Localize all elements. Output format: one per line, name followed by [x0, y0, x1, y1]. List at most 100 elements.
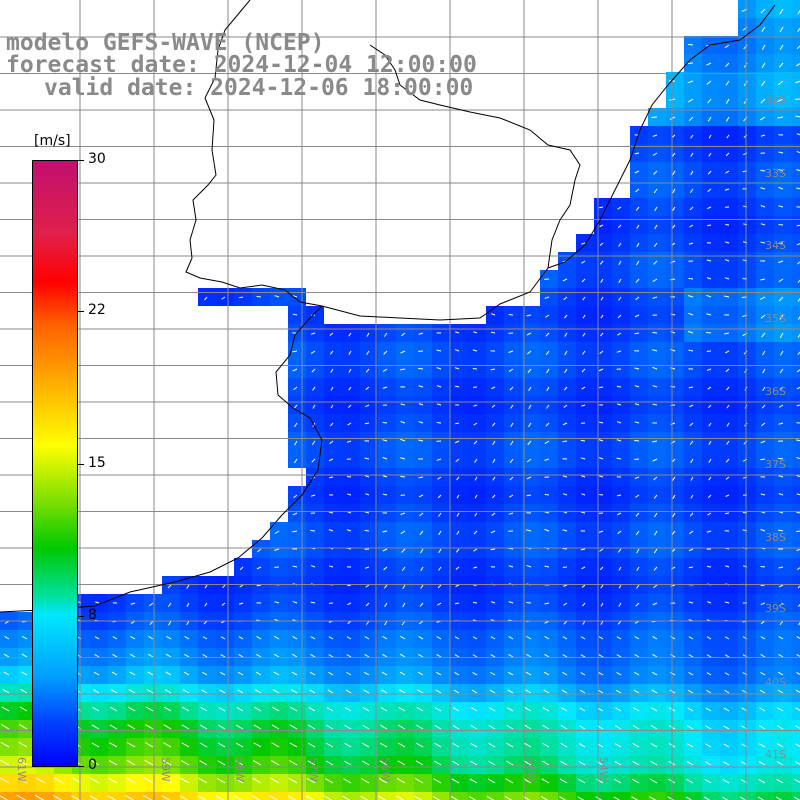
wind-arrow	[418, 439, 424, 442]
wind-arrow	[690, 476, 694, 481]
wind-arrow	[256, 635, 262, 640]
wind-arrow	[168, 620, 172, 626]
wind-arrow	[652, 458, 658, 462]
wind-arrow	[688, 386, 694, 389]
wind-arrow	[598, 439, 604, 442]
wind-arrow	[761, 422, 766, 427]
wind-arrow	[234, 777, 244, 784]
wind-arrow	[796, 671, 800, 676]
wind-cell	[792, 486, 800, 504]
wind-arrow	[614, 725, 622, 730]
wind-arrow	[233, 795, 243, 800]
wind-arrow	[289, 724, 298, 730]
wind-arrow	[418, 385, 424, 388]
wind-arrow	[344, 724, 352, 730]
wind-arrow	[505, 778, 514, 784]
wind-cell	[648, 792, 666, 800]
wind-arrow	[293, 494, 298, 499]
wind-arrow	[294, 440, 298, 446]
wind-arrow	[705, 707, 712, 712]
wind-arrow	[634, 476, 640, 479]
wind-arrow	[689, 422, 694, 427]
wind-arrow	[632, 707, 640, 712]
wind-arrow	[634, 170, 640, 174]
wind-arrow	[546, 404, 550, 409]
wind-arrow	[308, 724, 316, 730]
wind-arrow	[292, 565, 298, 568]
wind-arrow	[290, 706, 298, 712]
wind-arrow	[562, 440, 568, 443]
wind-arrow	[348, 386, 352, 391]
wind-arrow	[292, 512, 298, 516]
wind-arrow	[758, 743, 766, 748]
wind-arrow	[690, 152, 694, 157]
wind-arrow	[652, 134, 658, 137]
wind-arrow	[419, 602, 424, 607]
wind-cell	[792, 594, 800, 612]
wind-arrow	[107, 795, 117, 800]
wind-arrow	[526, 350, 532, 355]
wind-arrow	[509, 386, 514, 391]
wind-arrow	[470, 760, 478, 766]
wind-arrow	[778, 223, 784, 226]
wind-arrow	[454, 654, 460, 658]
wind-arrow	[2, 688, 10, 694]
wind-arrow	[186, 584, 190, 589]
wind-arrow	[523, 760, 532, 766]
wind-arrow	[365, 602, 370, 607]
wind-arrow	[796, 439, 800, 442]
wind-arrow	[598, 636, 604, 640]
wind-arrow	[544, 565, 550, 568]
wind-arrow	[89, 795, 99, 800]
wind-arrow	[202, 636, 208, 640]
wind-arrow	[112, 653, 118, 658]
wind-arrow	[632, 743, 640, 748]
wind-arrow	[528, 422, 532, 428]
wind-arrow	[291, 653, 298, 658]
wind-arrow	[309, 689, 316, 694]
wind-arrow	[53, 777, 64, 784]
wind-arrow	[650, 742, 658, 748]
wind-arrow	[346, 654, 352, 658]
wind-arrow	[559, 796, 567, 800]
wind-arrow	[797, 333, 800, 338]
wind-arrow	[617, 530, 622, 535]
wind-arrow	[634, 671, 640, 676]
wind-arrow	[486, 796, 495, 800]
wind-arrow	[328, 458, 334, 462]
wind-arrow	[724, 654, 730, 658]
wind-arrow	[186, 620, 190, 626]
wind-arrow	[165, 653, 172, 658]
wind-arrow	[563, 602, 568, 606]
wind-arrow	[635, 494, 640, 498]
wind-arrow	[163, 724, 172, 730]
wind-arrow	[725, 170, 730, 174]
wind-cell	[792, 126, 800, 144]
wind-arrow	[796, 567, 800, 570]
wind-arrow	[634, 403, 640, 406]
wind-arrow	[523, 778, 532, 784]
wind-arrow	[454, 367, 460, 370]
wind-arrow	[271, 742, 280, 748]
wind-arrow	[723, 743, 730, 748]
wind-cell	[684, 792, 702, 800]
wind-arrow	[254, 689, 262, 694]
wind-arrow	[436, 385, 442, 388]
wind-arrow	[724, 277, 730, 280]
wind-arrow	[325, 778, 334, 784]
wind-arrow	[725, 98, 730, 104]
wind-arrow	[128, 689, 136, 694]
wind-arrow	[686, 778, 694, 784]
wind-arrow	[289, 760, 298, 766]
wind-arrow	[219, 689, 226, 694]
wind-arrow	[473, 331, 478, 334]
wind-arrow	[91, 742, 100, 748]
wind-arrow	[616, 672, 622, 676]
wind-cell	[792, 234, 800, 252]
wind-arrow	[685, 796, 693, 800]
wind-arrow	[778, 671, 784, 676]
wind-arrow	[397, 724, 406, 730]
wind-cell	[756, 792, 774, 800]
wind-cell	[792, 306, 800, 324]
wind-arrow	[526, 332, 532, 336]
